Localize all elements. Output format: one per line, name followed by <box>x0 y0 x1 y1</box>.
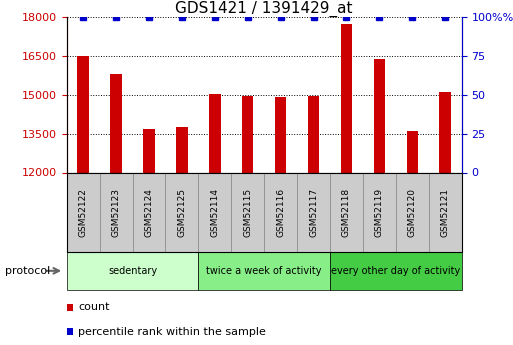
Bar <box>242 96 253 172</box>
Text: GSM52123: GSM52123 <box>111 188 121 237</box>
Bar <box>176 127 188 172</box>
Bar <box>407 131 418 172</box>
Text: every other day of activity: every other day of activity <box>331 266 461 276</box>
Text: GSM52120: GSM52120 <box>408 188 417 237</box>
Bar <box>77 56 89 172</box>
Text: percentile rank within the sample: percentile rank within the sample <box>78 327 266 337</box>
Title: GDS1421 / 1391429_at: GDS1421 / 1391429_at <box>175 1 353 17</box>
Bar <box>373 59 385 172</box>
Text: protocol: protocol <box>5 266 50 276</box>
Text: GSM52116: GSM52116 <box>276 188 285 237</box>
Bar <box>308 96 319 172</box>
Text: GSM52125: GSM52125 <box>177 188 186 237</box>
Text: GSM52121: GSM52121 <box>441 188 450 237</box>
Bar <box>143 128 155 172</box>
Text: twice a week of activity: twice a week of activity <box>206 266 322 276</box>
Text: GSM52124: GSM52124 <box>145 188 153 237</box>
Bar <box>110 74 122 172</box>
Text: GSM52119: GSM52119 <box>375 188 384 237</box>
Text: GSM52122: GSM52122 <box>78 188 88 237</box>
Bar <box>341 24 352 172</box>
Text: sedentary: sedentary <box>108 266 157 276</box>
Bar <box>209 93 221 172</box>
Text: GSM52115: GSM52115 <box>243 188 252 237</box>
Text: GSM52114: GSM52114 <box>210 188 220 237</box>
Bar <box>440 92 451 172</box>
Text: GSM52118: GSM52118 <box>342 188 351 237</box>
Text: count: count <box>78 303 109 313</box>
Bar <box>275 97 286 172</box>
Text: GSM52117: GSM52117 <box>309 188 318 237</box>
